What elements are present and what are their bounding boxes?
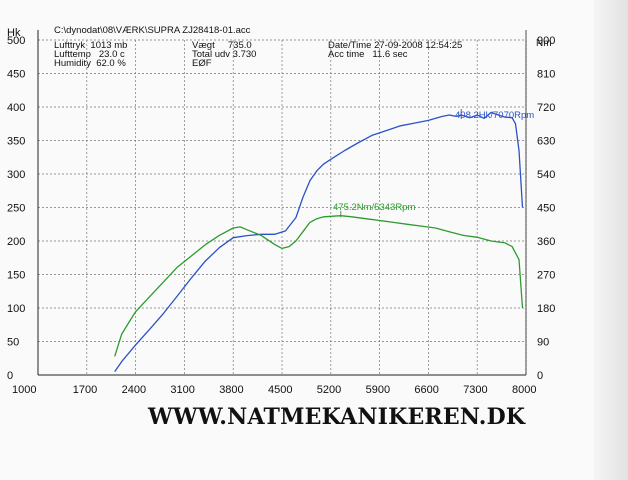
x-tick-label: 6600 [414,384,438,396]
right-tick-label: 360 [537,236,555,248]
air-temperature: Lufttemp 23.0 c [54,49,125,60]
x-tick-label: 5900 [366,384,390,396]
x-tick-label: 3800 [219,384,243,396]
x-tick-label: 1700 [73,384,97,396]
x-tick-label: 7300 [463,384,487,396]
left-tick-label: 350 [7,136,25,148]
right-tick-label: 540 [537,169,555,181]
humidity: Humidity 62.0 % [54,58,126,69]
total-ratio: Total udv 3.730 [192,49,257,60]
left-tick-label: 150 [7,270,25,282]
left-axis-label: Hk [7,27,21,39]
page-edge-shadow [594,0,628,480]
right-tick-label: 900 [537,35,555,47]
right-tick-label: 720 [537,102,555,114]
left-tick-label: 500 [7,35,25,47]
file-path: C:\dynodat\08\VÆRK\SUPRA ZJ28418-01.acc [54,25,251,36]
left-tick-label: 450 [7,69,25,81]
right-tick-label: 270 [537,270,555,282]
peak-torque-annotation: 475.2Nm/5343Rpm [333,202,415,213]
x-tick-label: 1000 [12,384,36,396]
website-footer: WWW.NATMEKANIKEREN.DK [148,404,526,430]
weight: Vægt 735.0 [192,40,252,51]
x-tick-label: 5200 [317,384,341,396]
acceleration-time: Acc time 11.6 sec [328,49,408,60]
x-tick-label: 4500 [268,384,292,396]
left-tick-label: 300 [7,169,25,181]
left-tick-label: 100 [7,303,25,315]
right-tick-label: 630 [537,136,555,148]
right-tick-label: 180 [537,303,555,315]
x-tick-label: 2400 [122,384,146,396]
right-tick-label: 90 [537,337,549,349]
left-tick-label: 200 [7,236,25,248]
eof-label: EØF [192,58,212,69]
left-tick-label: 250 [7,203,25,215]
left-tick-label: 400 [7,102,25,114]
peak-power-annotation: 408.2Hk/7070Rpm [455,110,534,121]
date-time: Date/Time 27-09-2008 12:54:25 [328,40,463,51]
x-tick-label: 8000 [512,384,536,396]
x-tick-label: 3100 [170,384,194,396]
series-line-hk [114,111,524,372]
series-line-nm [114,215,524,357]
left-tick-label: 0 [7,370,13,382]
left-tick-label: 50 [7,337,19,349]
right-tick-label: 450 [537,203,555,215]
right-axis-label: Nm [536,38,552,49]
air-pressure: Lufttryk 1013 mb [54,40,128,51]
right-tick-label: 810 [537,69,555,81]
right-tick-label: 0 [537,370,543,382]
